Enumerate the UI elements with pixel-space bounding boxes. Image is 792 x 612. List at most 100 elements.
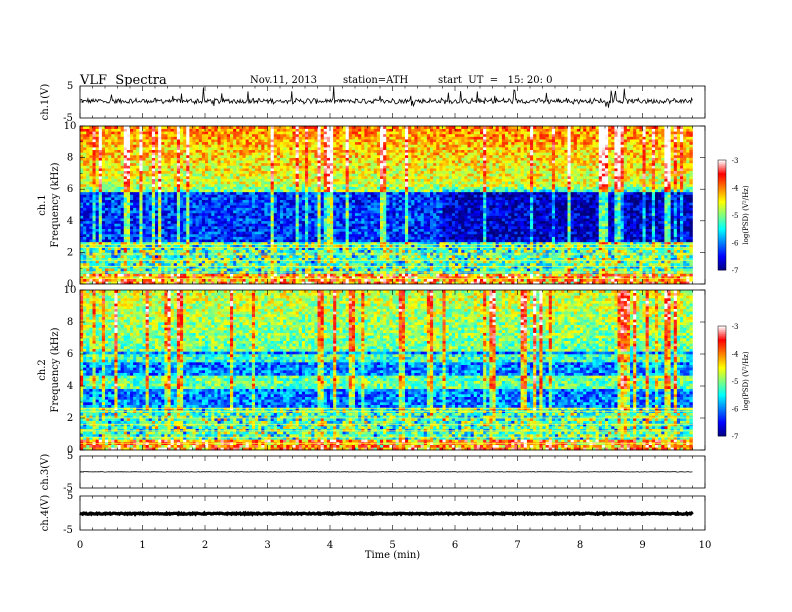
spectrogram-cell: [548, 281, 553, 285]
spectrogram-cell: [580, 247, 584, 251]
spectrogram-cell: [533, 247, 537, 251]
spectrogram-cell: [445, 223, 450, 227]
spectrogram-cell: [342, 268, 346, 272]
spectrogram-cell: [433, 241, 437, 245]
spectrogram-cell: [155, 265, 159, 269]
spectrogram-cell: [483, 226, 487, 229]
spectrogram-cell: [430, 278, 434, 282]
spectrogram-cell: [661, 239, 665, 243]
spectrogram-cell: [530, 228, 534, 232]
spectrogram-cell: [142, 260, 146, 264]
spectrogram-cell: [551, 244, 556, 248]
spectrogram-cell: [105, 244, 109, 248]
spectrogram-cell: [436, 228, 440, 232]
spectrogram-cell: [676, 257, 681, 261]
spectrogram-cell: [292, 273, 296, 277]
spectrogram-cell: [620, 276, 625, 280]
spectrogram-cell: [336, 265, 340, 269]
spectrogram-cell: [423, 228, 428, 232]
spectrogram-cell: [367, 244, 371, 248]
spectrogram-cell: [92, 236, 96, 240]
spectrogram-cell: [270, 239, 275, 243]
spectrogram-cell: [233, 262, 237, 266]
spectrogram-cell: [305, 220, 309, 224]
spectrogram-cell: [398, 265, 403, 269]
spectrogram-cell: [192, 257, 196, 261]
spectrogram-cell: [142, 244, 146, 248]
spectrogram-cell: [167, 241, 171, 245]
figure-title: VLF Spectra: [80, 73, 167, 88]
spectrogram-cell: [86, 255, 90, 258]
spectrogram-cell: [417, 262, 421, 266]
spectrogram-cell: [611, 236, 615, 240]
spectrogram-cell: [636, 265, 640, 269]
spectrogram-cell: [123, 231, 128, 235]
spectrogram-cell: [217, 249, 221, 253]
spectrogram-cell: [448, 262, 453, 266]
spectrogram-cell: [636, 255, 640, 258]
spectrogram-cell: [351, 236, 356, 240]
spectrogram-cell: [451, 255, 456, 258]
spectrogram-cell: [373, 265, 378, 269]
spectrogram-cell: [401, 268, 406, 272]
spectrogram-cell: [220, 223, 225, 227]
spectrogram-cell: [645, 276, 650, 280]
spectrogram-cell: [545, 278, 550, 282]
spectrogram-cell: [486, 236, 490, 240]
spectrogram-cell: [286, 276, 290, 280]
spectrogram-cell: [473, 244, 478, 248]
spectrogram-cell: [298, 281, 303, 285]
spectrogram-cell: [139, 278, 143, 282]
spectrogram-cell: [658, 278, 662, 282]
spectrogram-cell: [586, 226, 590, 229]
spectrogram-cell: [551, 239, 556, 243]
spectrogram-cell: [208, 228, 212, 232]
spectrogram-cell: [173, 231, 178, 235]
spectrogram-cell: [336, 233, 340, 237]
spectrogram-cell: [486, 228, 490, 232]
spectrogram-cell: [439, 241, 443, 245]
spectrogram-cell: [623, 257, 628, 261]
spectrogram-cell: [664, 236, 668, 240]
spectrogram-cell: [83, 247, 87, 251]
spectrogram-cell: [401, 247, 406, 251]
spectrogram-cell: [164, 255, 168, 258]
spectrogram-cell: [392, 218, 396, 222]
spectrogram-cell: [614, 236, 618, 240]
spectrogram-cell: [642, 247, 646, 251]
spectrogram-cell: [336, 220, 340, 224]
spectrogram-cell: [473, 273, 478, 277]
spectrogram-cell: [508, 249, 512, 253]
spectrogram-cell: [689, 233, 693, 237]
spectrogram-cell: [133, 278, 137, 282]
spectrogram-cell: [198, 268, 203, 272]
spectrogram-cell: [370, 231, 375, 235]
spectrogram-cell: [458, 276, 462, 280]
spectrogram-cell: [436, 231, 440, 235]
spectrogram-cell: [461, 265, 465, 269]
spectrogram-cell: [176, 257, 181, 261]
spectrogram-cell: [114, 239, 118, 243]
spectrogram-cell: [267, 249, 271, 253]
spectrogram-cell: [245, 231, 250, 235]
spectrogram-cell: [373, 241, 378, 245]
spectrogram-cell: [473, 218, 478, 222]
spectrogram-cell: [126, 260, 131, 264]
spectrogram-cell: [120, 244, 125, 248]
spectrogram-cell: [501, 276, 506, 280]
spectrogram-cell: [364, 276, 368, 280]
spectrogram-cell: [520, 265, 525, 269]
spectrogram-cell: [583, 239, 587, 243]
spectrogram-cell: [664, 265, 668, 269]
spectrogram-cell: [114, 223, 118, 227]
spectrogram-cell: [380, 268, 384, 272]
spectrogram-cell: [611, 239, 615, 243]
spectrogram-cell: [620, 236, 625, 240]
spectrogram-cell: [648, 247, 653, 251]
spectrogram-cell: [245, 278, 250, 282]
spectrogram-cell: [273, 255, 278, 258]
spectrogram-cell: [539, 231, 543, 235]
spectrogram-cell: [289, 257, 293, 261]
spectrogram-cell: [189, 276, 193, 280]
spectrogram-cell: [98, 249, 103, 253]
